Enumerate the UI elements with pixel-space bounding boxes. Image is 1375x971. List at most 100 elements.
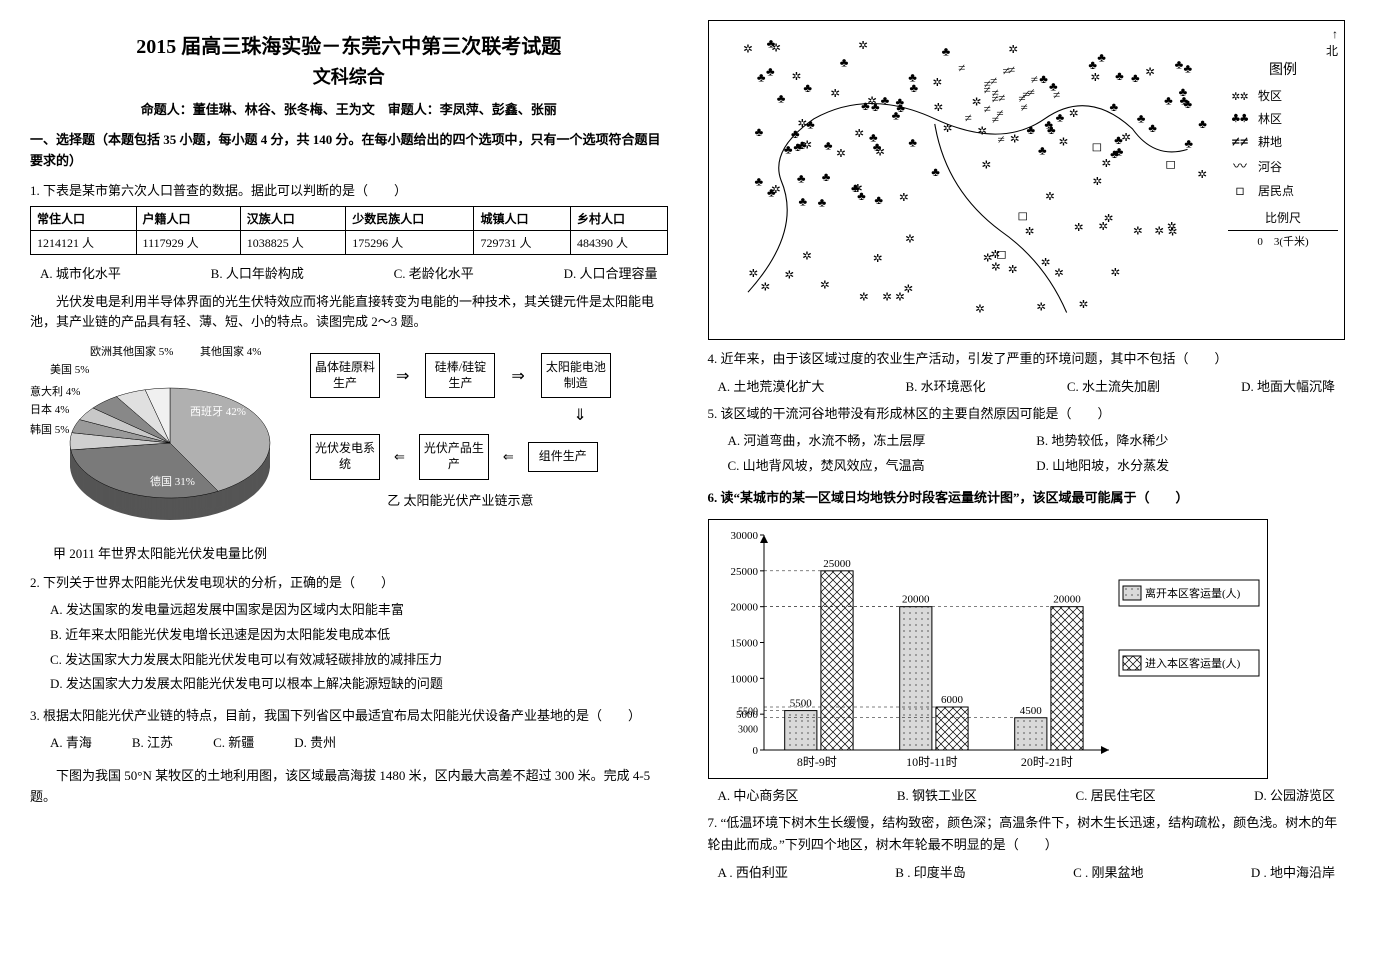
- svg-text:✲: ✲: [1145, 66, 1155, 79]
- q5-stem: 5. 该区域的干流河谷地带没有形成林区的主要自然原因可能是（ ）: [708, 403, 1346, 425]
- table-cell: 1038825 人: [240, 230, 346, 254]
- svg-text:✲: ✲: [760, 281, 770, 294]
- svg-text:✲: ✲: [748, 267, 758, 280]
- svg-text:♣: ♣: [872, 140, 881, 153]
- svg-text:♣: ♣: [1038, 144, 1047, 157]
- svg-text:♣: ♣: [821, 171, 830, 184]
- svg-text:20000: 20000: [730, 601, 758, 613]
- svg-text:♣: ♣: [1174, 58, 1183, 71]
- table-cell: 175296 人: [346, 230, 474, 254]
- q1-D: D. 人口合理容量: [564, 263, 658, 282]
- table-cell: 729731 人: [474, 230, 571, 254]
- legend-item: ◻居民点: [1228, 182, 1338, 199]
- svg-text:♣: ♣: [839, 56, 848, 69]
- legend-item: ≠≠耕地: [1228, 133, 1338, 150]
- svg-text:✲: ✲: [858, 291, 868, 304]
- svg-text:♣: ♣: [895, 96, 904, 109]
- svg-text:✲: ✲: [1092, 175, 1102, 188]
- table-cell: 1117929 人: [136, 230, 240, 254]
- arrow-right-icon: [509, 366, 526, 386]
- svg-text:♣: ♣: [798, 195, 807, 208]
- q7-D: D . 地中海沿岸: [1251, 862, 1335, 881]
- svg-text:10000: 10000: [730, 673, 758, 685]
- flow-box: 硅棒/硅锭生产: [425, 353, 495, 398]
- q4-C: C. 水土流失加剧: [1067, 376, 1160, 395]
- svg-text:≠: ≠: [983, 77, 990, 90]
- svg-text:✲: ✲: [872, 252, 882, 265]
- table-header: 少数民族人口: [346, 206, 474, 230]
- flow-box: 光伏发电系统: [310, 434, 380, 479]
- table-header: 户籍人口: [136, 206, 240, 230]
- svg-text:✲: ✲: [1058, 136, 1068, 149]
- svg-text:✲: ✲: [903, 283, 913, 296]
- q3-stem: 3. 根据太阳能光伏产业链的特点，目前，我国下列省区中最适宜布局太阳能光伏设备产…: [30, 705, 668, 727]
- svg-text:♣: ♣: [754, 175, 763, 188]
- pie-slice-label: 美国 5%: [50, 361, 89, 377]
- q6-D: D. 公园游览区: [1254, 785, 1335, 804]
- svg-text:✲: ✲: [791, 70, 801, 83]
- svg-text:≠: ≠: [1027, 86, 1034, 99]
- svg-text:♣: ♣: [766, 37, 775, 50]
- q5-D: D. 山地阳坡，水分蒸发: [1036, 454, 1345, 479]
- svg-text:♣: ♣: [783, 143, 792, 156]
- q3-options: A. 青海 B. 江苏 C. 新疆 D. 贵州: [50, 731, 668, 756]
- svg-text:20000: 20000: [1053, 593, 1081, 605]
- svg-text:✲: ✲: [819, 279, 829, 292]
- svg-text:♣: ♣: [1184, 137, 1193, 150]
- svg-text:✲: ✲: [1090, 71, 1100, 84]
- svg-text:✲: ✲: [1197, 168, 1207, 181]
- svg-text:♣: ♣: [1097, 51, 1106, 64]
- pie-slice-label: 欧洲其他国家 5%: [90, 343, 173, 359]
- svg-text:◻: ◻: [996, 247, 1007, 260]
- svg-text:✲: ✲: [1078, 299, 1088, 312]
- authors: 命题人：董佳琳、林谷、张冬梅、王为文 审题人：李凤萍、彭鑫、张丽: [30, 99, 668, 118]
- svg-text:✲: ✲: [981, 159, 991, 172]
- svg-text:♣: ♣: [1044, 118, 1053, 131]
- svg-text:≠: ≠: [964, 111, 971, 124]
- svg-text:20000: 20000: [902, 593, 930, 605]
- svg-text:♣: ♣: [1183, 62, 1192, 75]
- svg-text:✲: ✲: [1166, 220, 1176, 233]
- q2-A: A. 发达国家的发电量远超发展中国家是因为区域内太阳能丰富: [50, 598, 668, 623]
- map-legend: ↑北 图例 ✲✲牧区♣♣林区≠≠耕地〰河谷◻居民点 比例尺 0 3(千米): [1220, 27, 1338, 333]
- svg-text:5500: 5500: [789, 697, 812, 709]
- q6-C: C. 居民住宅区: [1075, 785, 1155, 804]
- svg-text:♣: ♣: [870, 101, 879, 114]
- q4-A: A. 土地荒漠化扩大: [718, 376, 825, 395]
- arrow-down-icon: ⇓: [573, 408, 586, 424]
- svg-text:≠: ≠: [1030, 73, 1037, 86]
- q3-D: D. 贵州: [294, 731, 336, 756]
- q2-stem: 2. 下列关于世界太阳能光伏发电现状的分析，正确的是（ ）: [30, 572, 668, 594]
- q3-C: C. 新疆: [213, 731, 254, 756]
- svg-text:♣: ♣: [823, 139, 832, 152]
- q1-A: A. 城市化水平: [40, 263, 121, 282]
- svg-text:✲: ✲: [1154, 225, 1164, 238]
- svg-text:✲: ✲: [835, 147, 845, 160]
- svg-text:♣: ♣: [1130, 72, 1139, 85]
- q1-C: C. 老龄化水平: [394, 263, 474, 282]
- table-header: 汉族人口: [240, 206, 346, 230]
- svg-text:10时-11时: 10时-11时: [906, 755, 958, 769]
- q5-B: B. 地势较低，降水稀少: [1036, 429, 1345, 454]
- section-1-heading: 一、选择题（本题包括 35 小题，每小题 4 分，共 140 分。在每小题给出的…: [30, 130, 668, 172]
- svg-text:♣: ♣: [796, 172, 805, 185]
- table-header: 常住人口: [31, 206, 137, 230]
- svg-text:♣: ♣: [766, 186, 775, 199]
- svg-text:✲: ✲: [933, 101, 943, 114]
- legend-title: 图例: [1228, 59, 1338, 79]
- q5-A: A. 河道弯曲，水流不畅，冻土层厚: [728, 429, 1037, 454]
- svg-text:20时-21时: 20时-21时: [1020, 755, 1072, 769]
- q3-A: A. 青海: [50, 731, 92, 756]
- svg-text:✲: ✲: [858, 39, 868, 52]
- pie-slice-label: 德国 31%: [150, 473, 195, 489]
- arrow-left-icon: ⇐: [503, 449, 514, 465]
- svg-text:◻: ◻: [1017, 209, 1028, 222]
- svg-text:✲: ✲: [1073, 221, 1083, 234]
- svg-text:♣: ♣: [874, 193, 883, 206]
- q4-B: B. 水环境恶化: [906, 376, 986, 395]
- legend-item: ✲✲牧区: [1228, 87, 1338, 104]
- q1-options: A. 城市化水平 B. 人口年龄构成 C. 老龄化水平 D. 人口合理容量: [40, 263, 658, 282]
- svg-text:♣: ♣: [931, 165, 940, 178]
- pie-slice-label: 其他国家 4%: [200, 343, 261, 359]
- svg-text:✲: ✲: [854, 128, 864, 141]
